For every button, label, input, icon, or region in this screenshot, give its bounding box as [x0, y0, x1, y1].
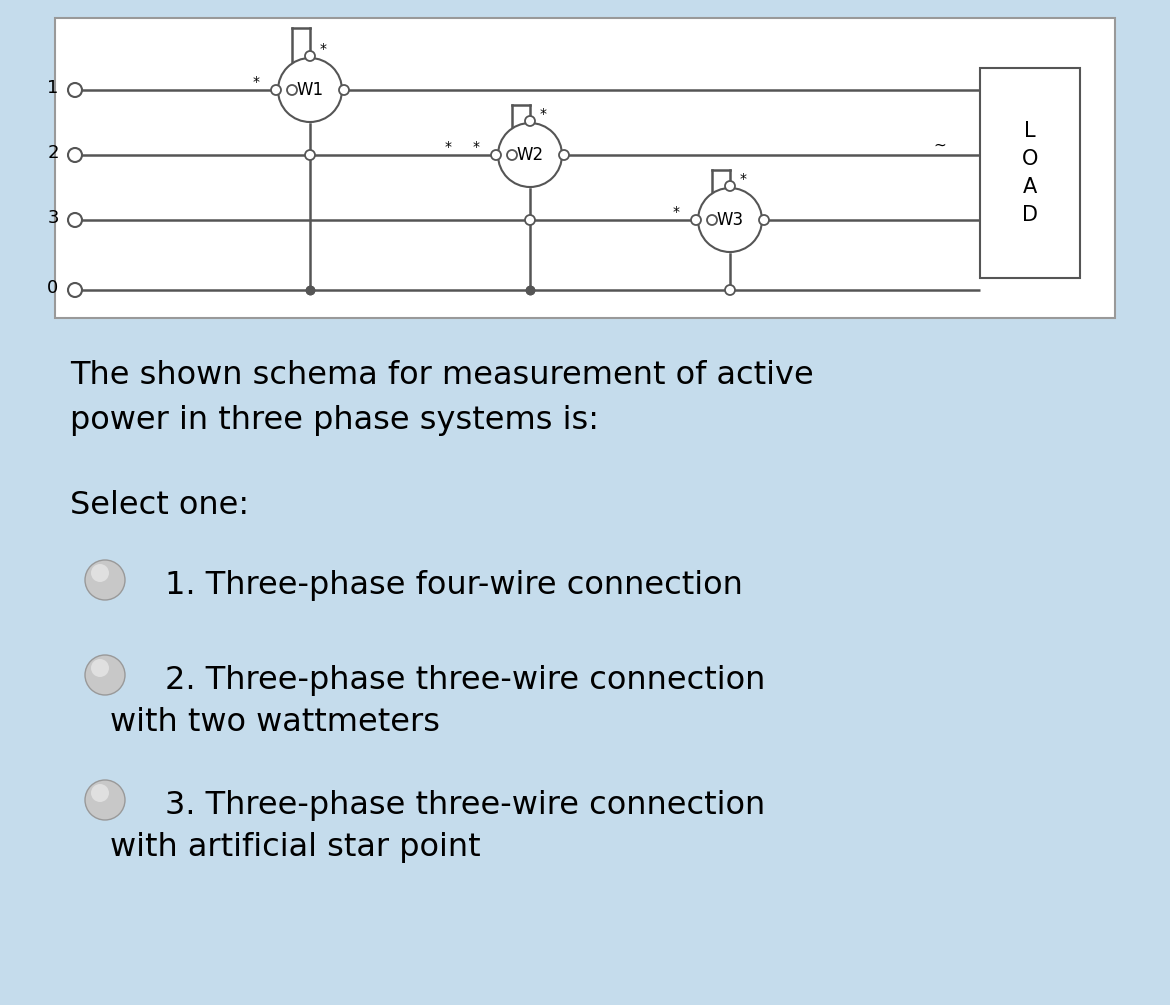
Circle shape — [85, 780, 125, 820]
Circle shape — [525, 215, 535, 225]
Circle shape — [507, 150, 517, 160]
Circle shape — [85, 560, 125, 600]
Circle shape — [68, 213, 82, 227]
Circle shape — [278, 58, 342, 122]
Circle shape — [68, 83, 82, 97]
Circle shape — [305, 51, 315, 61]
Circle shape — [271, 85, 281, 95]
Circle shape — [559, 150, 569, 160]
Text: *: * — [253, 75, 260, 89]
Text: The shown schema for measurement of active
power in three phase systems is:: The shown schema for measurement of acti… — [70, 360, 814, 436]
Circle shape — [725, 285, 735, 295]
Circle shape — [305, 150, 315, 160]
Circle shape — [525, 116, 535, 126]
Circle shape — [707, 215, 717, 225]
Circle shape — [339, 85, 349, 95]
Text: W3: W3 — [716, 211, 744, 229]
Circle shape — [68, 283, 82, 297]
Bar — [980, 68, 1080, 278]
Text: 1: 1 — [47, 79, 59, 97]
Circle shape — [68, 148, 82, 162]
Circle shape — [759, 215, 769, 225]
Text: *: * — [319, 42, 326, 56]
Text: 0: 0 — [47, 279, 59, 297]
Circle shape — [725, 181, 735, 191]
Text: W2: W2 — [516, 146, 544, 164]
Text: *: * — [473, 140, 480, 154]
Circle shape — [698, 188, 762, 252]
Text: *: * — [445, 140, 452, 154]
Circle shape — [287, 85, 297, 95]
Circle shape — [91, 564, 109, 582]
Text: 3. Three-phase three-wire connection: 3. Three-phase three-wire connection — [165, 790, 765, 821]
Text: 1. Three-phase four-wire connection: 1. Three-phase four-wire connection — [165, 570, 743, 601]
Text: 2: 2 — [47, 144, 59, 162]
Circle shape — [91, 784, 109, 802]
Circle shape — [691, 215, 701, 225]
Text: *: * — [673, 205, 680, 219]
Text: Select one:: Select one: — [70, 490, 249, 521]
Text: ~: ~ — [934, 138, 947, 153]
Text: W1: W1 — [296, 81, 324, 99]
Text: with two wattmeters: with two wattmeters — [110, 707, 440, 738]
Text: 3: 3 — [47, 209, 59, 227]
Circle shape — [498, 123, 562, 187]
Bar — [55, 18, 1115, 318]
Text: 2. Three-phase three-wire connection: 2. Three-phase three-wire connection — [165, 665, 765, 696]
Text: with artificial star point: with artificial star point — [110, 832, 481, 863]
Text: L
O
A
D: L O A D — [1021, 121, 1038, 225]
Circle shape — [491, 150, 501, 160]
Circle shape — [91, 659, 109, 677]
Circle shape — [85, 655, 125, 695]
Text: *: * — [739, 172, 746, 186]
Text: *: * — [539, 107, 546, 121]
